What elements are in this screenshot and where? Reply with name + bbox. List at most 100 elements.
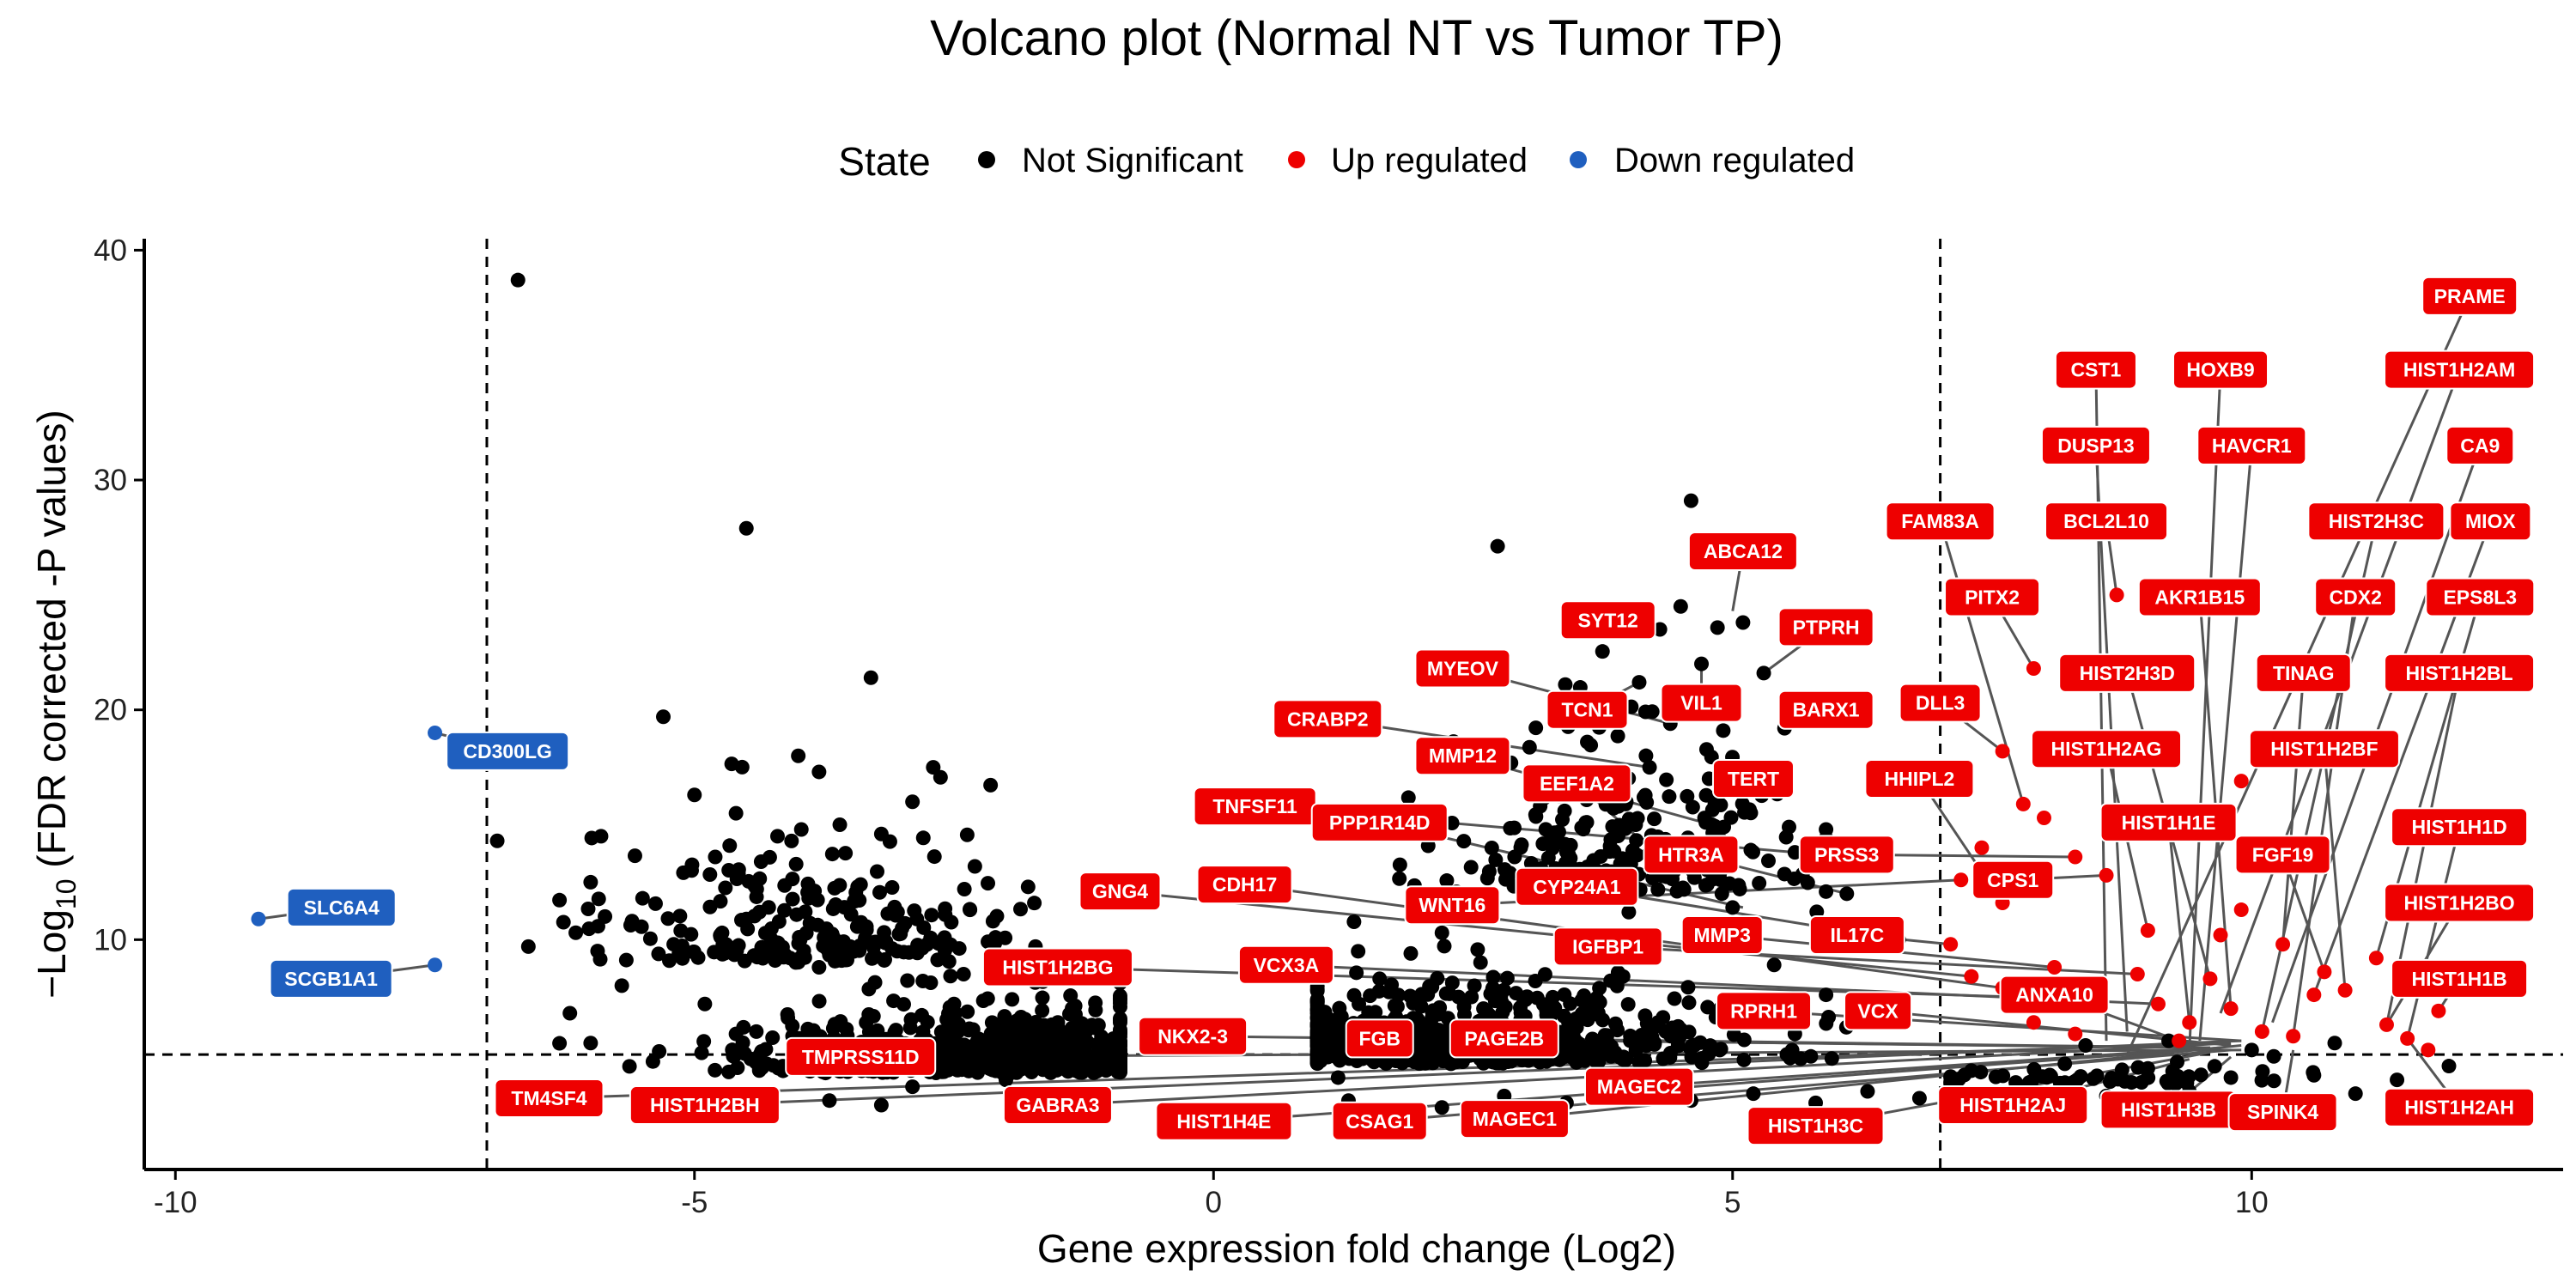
gene-label-fgf19: FGF19 [2234, 835, 2331, 875]
gene-label-box [1078, 872, 1162, 912]
point-up-regulated [2047, 959, 2063, 975]
point-not-significant [967, 1037, 982, 1053]
point-not-significant [1434, 1100, 1449, 1115]
point-background [944, 914, 959, 930]
gene-label-box [1414, 736, 1511, 776]
y-tick-label: 40 [94, 234, 127, 267]
point-not-significant [2244, 1042, 2259, 1058]
gene-label-text: DUSP13 [2057, 434, 2134, 457]
point-not-significant [936, 1056, 951, 1072]
point-background [924, 908, 939, 923]
point-background [890, 904, 905, 920]
gene-label-hist1h2ah: HIST1H2AH [2384, 1087, 2536, 1127]
point-background [761, 900, 776, 915]
point-up-regulated [2337, 982, 2353, 998]
gene-label-text: EPS8L3 [2443, 586, 2517, 609]
point-not-significant [1621, 904, 1637, 920]
point-background [642, 931, 658, 946]
gene-label-hist1h2bl: HIST1H2BL [2384, 653, 2536, 693]
gene-label-text: EEF1A2 [1540, 772, 1614, 794]
point-background [840, 952, 855, 968]
point-background [1607, 1045, 1623, 1060]
gene-label-cdx2: CDX2 [2314, 577, 2397, 617]
point-background [675, 951, 690, 966]
point-up-regulated [2015, 796, 2031, 811]
gene-label-csag1: CSAG1 [1331, 1101, 1428, 1141]
point-up-regulated [2400, 1030, 2415, 1046]
gene-label-box [2234, 835, 2331, 875]
point-background [827, 880, 842, 896]
gene-label-text: CDH17 [1212, 873, 1277, 896]
point-background [1609, 978, 1625, 993]
connector-havcr1 [2198, 445, 2253, 1042]
point-not-significant [1766, 957, 1782, 973]
point-background [770, 1060, 786, 1076]
gene-label-hist1h2bh: HIST1H2BH [629, 1085, 781, 1126]
point-background [1821, 1009, 1837, 1024]
point-background [1593, 1042, 1608, 1057]
gene-label-text: HIST1H3B [2121, 1098, 2216, 1121]
point-background [1824, 1051, 1839, 1066]
point-background [1620, 997, 1636, 1012]
point-background [1091, 1018, 1106, 1033]
legend-marker-not-significant [978, 151, 995, 168]
y-axis-ticks: 10 20 30 40 [94, 234, 144, 957]
gene-label-box [1546, 690, 1629, 730]
gene-label-text: MMP3 [1693, 924, 1750, 946]
legend-label-down-regulated: Down regulated [1614, 142, 1855, 179]
point-background [915, 830, 931, 846]
y-tick-label: 20 [94, 694, 127, 727]
point-background [938, 901, 953, 916]
point-background [939, 1012, 955, 1027]
point-background [1368, 1005, 1383, 1020]
point-background [690, 950, 706, 965]
gene-label-hist1h1b: HIST1H1B [2391, 958, 2529, 999]
point-background [1065, 1000, 1080, 1016]
point-background [766, 943, 781, 958]
gene-label-scgb1a1: SCGB1A1 [269, 958, 393, 999]
point-background [1625, 843, 1640, 859]
point-background [838, 846, 854, 861]
point-background [2102, 1074, 2117, 1090]
point-up-regulated [2275, 937, 2291, 952]
gene-label-box [494, 1078, 605, 1119]
gene-label-text: MYEOV [1427, 658, 1499, 680]
point-background [1592, 981, 1607, 996]
point-background [788, 856, 804, 872]
point-background [1563, 850, 1578, 866]
point-background [2266, 1048, 2281, 1064]
point-background [1675, 880, 1691, 896]
point-background [1442, 986, 1457, 1001]
point-background [1716, 723, 1731, 738]
point-background [1005, 1023, 1020, 1038]
point-background [1499, 970, 1515, 986]
point-background [1444, 975, 1460, 991]
point-not-significant [1507, 849, 1522, 865]
point-background [1425, 1042, 1441, 1057]
point-not-significant [873, 826, 889, 841]
point-up-regulated [2431, 1003, 2446, 1018]
gene-label-box [2314, 577, 2397, 617]
gene-label-text: HIST1H1E [2122, 811, 2216, 834]
point-background [785, 872, 800, 887]
point-background [1544, 993, 1559, 1009]
gene-label-rprh1: RPRH1 [1716, 991, 1813, 1031]
y-axis-title-subscript: 10 [51, 878, 82, 909]
point-up-regulated [2379, 1017, 2394, 1032]
point-background [1005, 992, 1020, 1007]
point-not-significant [562, 1005, 578, 1021]
point-background [1528, 807, 1543, 823]
gene-label-box [1937, 1085, 2089, 1126]
point-background [1035, 1003, 1050, 1018]
point-background [1518, 992, 1534, 1007]
point-background [930, 952, 945, 968]
point-background [1027, 896, 1042, 911]
point-background [618, 952, 634, 968]
gene-label-gng4: GNG4 [1078, 872, 1162, 912]
gene-label-crabp2: CRABP2 [1273, 699, 1383, 739]
point-background [867, 975, 883, 990]
point-background [1309, 1045, 1325, 1060]
gene-label-hist1h4e: HIST1H4E [1155, 1101, 1293, 1141]
point-background [721, 862, 737, 878]
